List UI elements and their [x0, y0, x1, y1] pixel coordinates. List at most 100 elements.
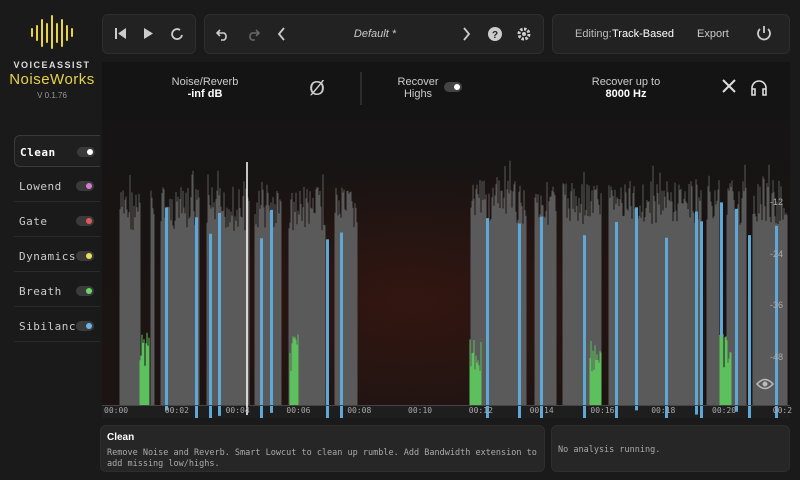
time-label: 00:00	[104, 406, 129, 415]
time-label: 00:20	[712, 406, 737, 415]
time-label: 00:16	[590, 406, 615, 415]
module-indicator	[86, 323, 92, 329]
module-item[interactable]: Sibilance	[14, 310, 100, 342]
time-axis-bar	[102, 405, 790, 418]
editing-panel	[552, 14, 790, 54]
time-label: 00:06	[286, 406, 311, 415]
skip-back[interactable]	[115, 28, 117, 39]
frequency-band	[518, 223, 521, 418]
module-name: Lowend	[19, 180, 62, 193]
next-preset[interactable]	[463, 27, 471, 41]
frequency-band	[720, 202, 723, 406]
frequency-band	[615, 222, 618, 418]
module-item[interactable]: Lowend	[14, 170, 100, 202]
module-indicator	[87, 149, 93, 155]
module-toggle[interactable]	[76, 216, 94, 226]
module-item[interactable]: Breath	[14, 275, 100, 307]
frequency-band	[486, 218, 489, 418]
time-label: 00:2	[772, 406, 793, 415]
recover-highs-toggle[interactable]	[444, 82, 462, 92]
info-title: Clean	[107, 432, 135, 443]
module-toggle[interactable]	[76, 181, 94, 191]
module-indicator	[86, 288, 92, 294]
info-description: Remove Noise and Reverb. Smart Lowcut to…	[107, 448, 537, 469]
frequency-band	[195, 217, 198, 418]
frequency-band	[218, 212, 221, 416]
play[interactable]	[144, 28, 153, 39]
module-item[interactable]: Dynamics	[14, 240, 100, 272]
frequency-band	[340, 232, 343, 418]
noise-value: -inf dB	[187, 88, 223, 100]
frequency-band	[165, 207, 168, 411]
prev-preset[interactable]	[277, 27, 285, 41]
module-name: Breath	[19, 285, 62, 298]
recover-up-value[interactable]: 8000 Hz	[605, 88, 647, 100]
power-button[interactable]	[754, 24, 774, 44]
editing-mode[interactable]: Track-Based	[612, 28, 674, 40]
module-item[interactable]: Gate	[14, 205, 100, 237]
phase-icon[interactable]: Ø	[309, 78, 325, 100]
time-label: 00:02	[164, 406, 189, 415]
frequency-band	[260, 238, 263, 418]
frequency-band	[775, 225, 778, 418]
preset-panel	[204, 14, 544, 54]
module-toggle[interactable]	[76, 251, 94, 261]
low-band	[469, 339, 482, 405]
time-label: 00:14	[529, 406, 554, 415]
time-label: 00:12	[468, 406, 493, 415]
preset-name[interactable]: Default *	[353, 28, 397, 40]
time-axis-line	[102, 405, 790, 406]
module-name: Sibilance	[19, 320, 84, 333]
frequency-band	[326, 239, 329, 418]
settings[interactable]	[517, 27, 531, 41]
low-band	[719, 334, 732, 405]
frequency-band	[665, 237, 668, 418]
svg-text:?: ?	[492, 30, 498, 41]
module-name: Gate	[19, 215, 48, 228]
frequency-band	[700, 221, 703, 418]
editing-label: Editing:	[575, 28, 612, 40]
level-label: -48	[770, 351, 784, 362]
transport-icons	[115, 28, 183, 40]
status-text: No analysis running.	[558, 445, 661, 455]
undo[interactable]	[215, 29, 227, 41]
module-item[interactable]: Clean	[14, 135, 100, 167]
product-name: NoiseWorks	[9, 71, 95, 88]
time-label: 00:18	[651, 406, 676, 415]
recover-up-label: Recover up to	[591, 76, 661, 88]
module-toggle[interactable]	[76, 286, 94, 296]
headphones-button[interactable]	[751, 80, 767, 96]
recover-highs-label: Recover Highs	[397, 76, 439, 100]
time-label: 00:10	[408, 406, 433, 415]
preset-icons: ?	[215, 27, 531, 41]
frequency-band	[735, 208, 738, 412]
redo[interactable]	[249, 29, 261, 41]
frequency-band	[270, 209, 273, 413]
loop[interactable]	[171, 28, 183, 40]
frequency-band	[695, 211, 698, 415]
low-band	[289, 334, 299, 405]
eye-button[interactable]	[755, 378, 775, 390]
frequency-band	[635, 207, 638, 411]
time-label: 00:08	[347, 406, 372, 415]
status-panel	[551, 425, 790, 472]
noise-label: Noise/Reverb	[171, 76, 239, 88]
level-label: -36	[770, 300, 784, 310]
module-indicator	[86, 183, 92, 189]
module-indicator	[86, 218, 92, 224]
module-toggle[interactable]	[76, 321, 94, 331]
logo-icon	[31, 15, 73, 49]
module-indicator	[86, 253, 92, 259]
brand: VOICEASSIST	[13, 60, 91, 70]
export-button[interactable]: Export	[697, 28, 729, 40]
close-button[interactable]	[722, 79, 736, 93]
level-label: -24	[770, 248, 784, 259]
frequency-band	[209, 233, 212, 418]
time-label: 00:04	[225, 406, 250, 415]
frequency-band	[540, 216, 543, 418]
module-toggle[interactable]	[77, 147, 95, 157]
low-band	[139, 332, 150, 405]
help[interactable]	[488, 27, 502, 41]
frequency-band	[748, 235, 751, 418]
